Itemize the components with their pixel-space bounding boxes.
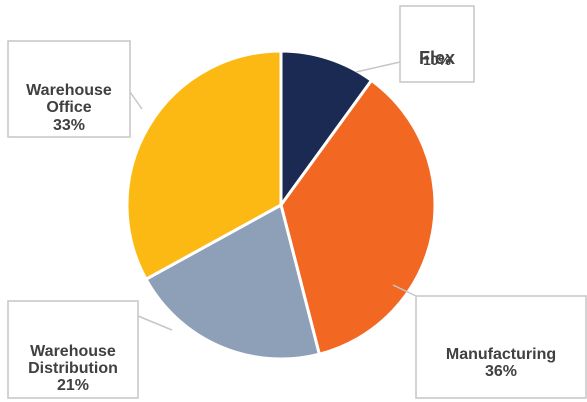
slice-value-label: 21%: [57, 377, 89, 394]
slice-label: Distribution: [28, 360, 118, 377]
pie-slices: [127, 51, 435, 359]
leader-line: [356, 62, 400, 72]
slice-value-label: 10%: [423, 52, 452, 68]
slice-value-label: 36%: [485, 363, 517, 380]
slice-label: Warehouse: [26, 82, 112, 99]
callout-box: [400, 6, 474, 82]
slice-label: Office: [46, 99, 91, 116]
slice-label: Warehouse: [30, 343, 116, 360]
slice-label: Manufacturing: [446, 346, 556, 363]
slice-value-label: 33%: [53, 117, 85, 134]
leader-line: [138, 316, 172, 330]
leader-line: [130, 92, 142, 109]
